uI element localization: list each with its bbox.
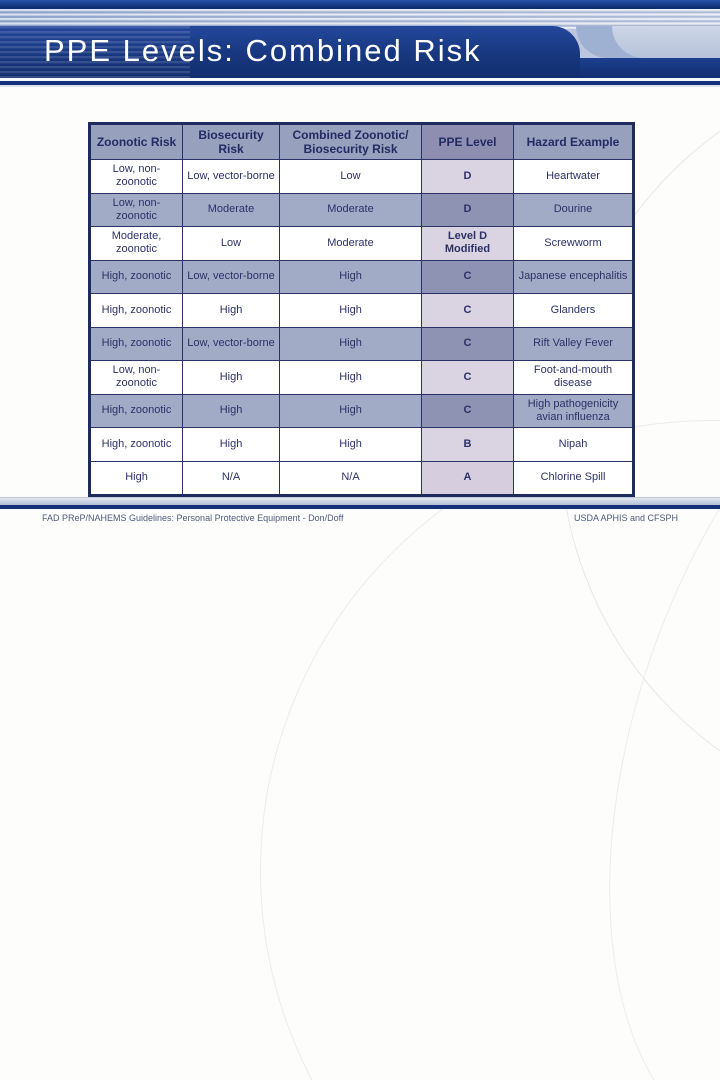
footer-navy-band [0,505,720,509]
table-cell: High [279,393,422,428]
table-row: High, zoonotic Low, vector-borne High C Japa… [89,259,634,294]
table-cell: N/A [279,460,422,496]
table-cell: High, zoonotic [89,427,183,462]
table-row: High, zoonotic High High B Nipah [89,427,634,462]
table-cell: B [421,427,514,462]
banner-top-bar [0,0,720,9]
table-cell: Level D Modified [421,226,514,261]
table-cell: High, zoonotic [89,393,183,428]
table-cell: High [279,259,422,294]
column-header-ppe-level: PPE Level [421,123,514,160]
banner-stripe-decoration [0,26,190,78]
table-cell: Moderate [279,226,422,261]
table-cell: C [421,326,514,361]
table-cell: C [421,259,514,294]
table-cell: High [182,360,280,395]
table-header-row: Zoonotic Risk Biosecurity Risk Combined … [89,123,634,160]
table-cell: Moderate, zoonotic [89,226,183,261]
column-header-biosecurity-risk: Biosecurity Risk [182,123,280,160]
table-row: Low, non-zoonotic High High C Foot-and-mouth… [89,360,634,395]
table-cell: N/A [182,460,280,496]
table-body: Low, non-zoonotic Low, vector-borne Low D He… [89,159,634,496]
table-cell: High [279,326,422,361]
table-cell: High [279,293,422,328]
table-cell: Moderate [182,192,280,227]
table-cell: Moderate [279,192,422,227]
table-cell: High, zoonotic [89,326,183,361]
table-cell: High [89,460,183,496]
banner-rounded-tab-light [612,26,720,58]
table-cell: Chlorine Spill [513,460,634,496]
table-cell: Dourine [513,192,634,227]
page-title: PPE Levels: Combined Risk [44,33,482,68]
footer-source-text: FAD PReP/NAHEMS Guidelines: Personal Pro… [42,513,344,523]
table-cell: Heartwater [513,159,634,194]
banner-divider-navy [0,81,720,85]
table-cell: Nipah [513,427,634,462]
table-cell: D [421,192,514,227]
table-cell: High [182,427,280,462]
banner-title-block [0,26,580,78]
slide-header-banner: PPE Levels: Combined Risk [0,0,720,87]
table-cell: Low, non-zoonotic [89,360,183,395]
table-cell: High [279,360,422,395]
table-cell: High pathogenicity avian influenza [513,393,634,428]
table-cell: A [421,460,514,496]
table-cell: High, zoonotic [89,293,183,328]
table-row: Low, non-zoonotic Moderate Moderate D Dourin… [89,192,634,227]
table-cell: Low [279,159,422,194]
table-cell: C [421,360,514,395]
table-row: High, zoonotic High High C Glanders [89,293,634,328]
banner-stripe-decoration [0,9,720,30]
table-cell: Foot-and-mouth disease [513,360,634,395]
footer-divider-hairline [0,497,720,498]
table-cell: High [279,427,422,462]
column-header-combined-risk: Combined Zoonotic/ Biosecurity Risk [279,123,422,160]
banner-divider-white [0,78,720,81]
table-cell: Low, vector-borne [182,159,280,194]
table-row: High, zoonotic High High C High pathogenicit… [89,393,634,428]
table-cell: D [421,159,514,194]
table-cell: Low, non-zoonotic [89,159,183,194]
table-cell: High, zoonotic [89,259,183,294]
table-cell: Japanese encephalitis [513,259,634,294]
table-cell: Screwworm [513,226,634,261]
ppe-levels-table: Zoonotic Risk Biosecurity Risk Combined … [88,122,635,497]
footer-attribution-text: USDA APHIS and CFSPH [573,513,678,523]
column-header-zoonotic-risk: Zoonotic Risk [89,123,183,160]
table-cell: Glanders [513,293,634,328]
banner-divider-thin [0,85,720,87]
table-cell: High [182,393,280,428]
table-row: High, zoonotic Low, vector-borne High C Rift… [89,326,634,361]
table-cell: Low, non-zoonotic [89,192,183,227]
table-cell: C [421,393,514,428]
table-cell: Rift Valley Fever [513,326,634,361]
footer-light-band [0,498,720,505]
table-cell: Low, vector-borne [182,259,280,294]
table-row: High N/A N/A A Chlorine Spill [89,460,634,496]
table-row: Low, non-zoonotic Low, vector-borne Low D He… [89,159,634,194]
table-cell: C [421,293,514,328]
table-cell: High [182,293,280,328]
table-cell: Low [182,226,280,261]
column-header-hazard-example: Hazard Example [513,123,634,160]
table-row: Moderate, zoonotic Low Moderate Level D Mod… [89,226,634,261]
table-cell: Low, vector-borne [182,326,280,361]
